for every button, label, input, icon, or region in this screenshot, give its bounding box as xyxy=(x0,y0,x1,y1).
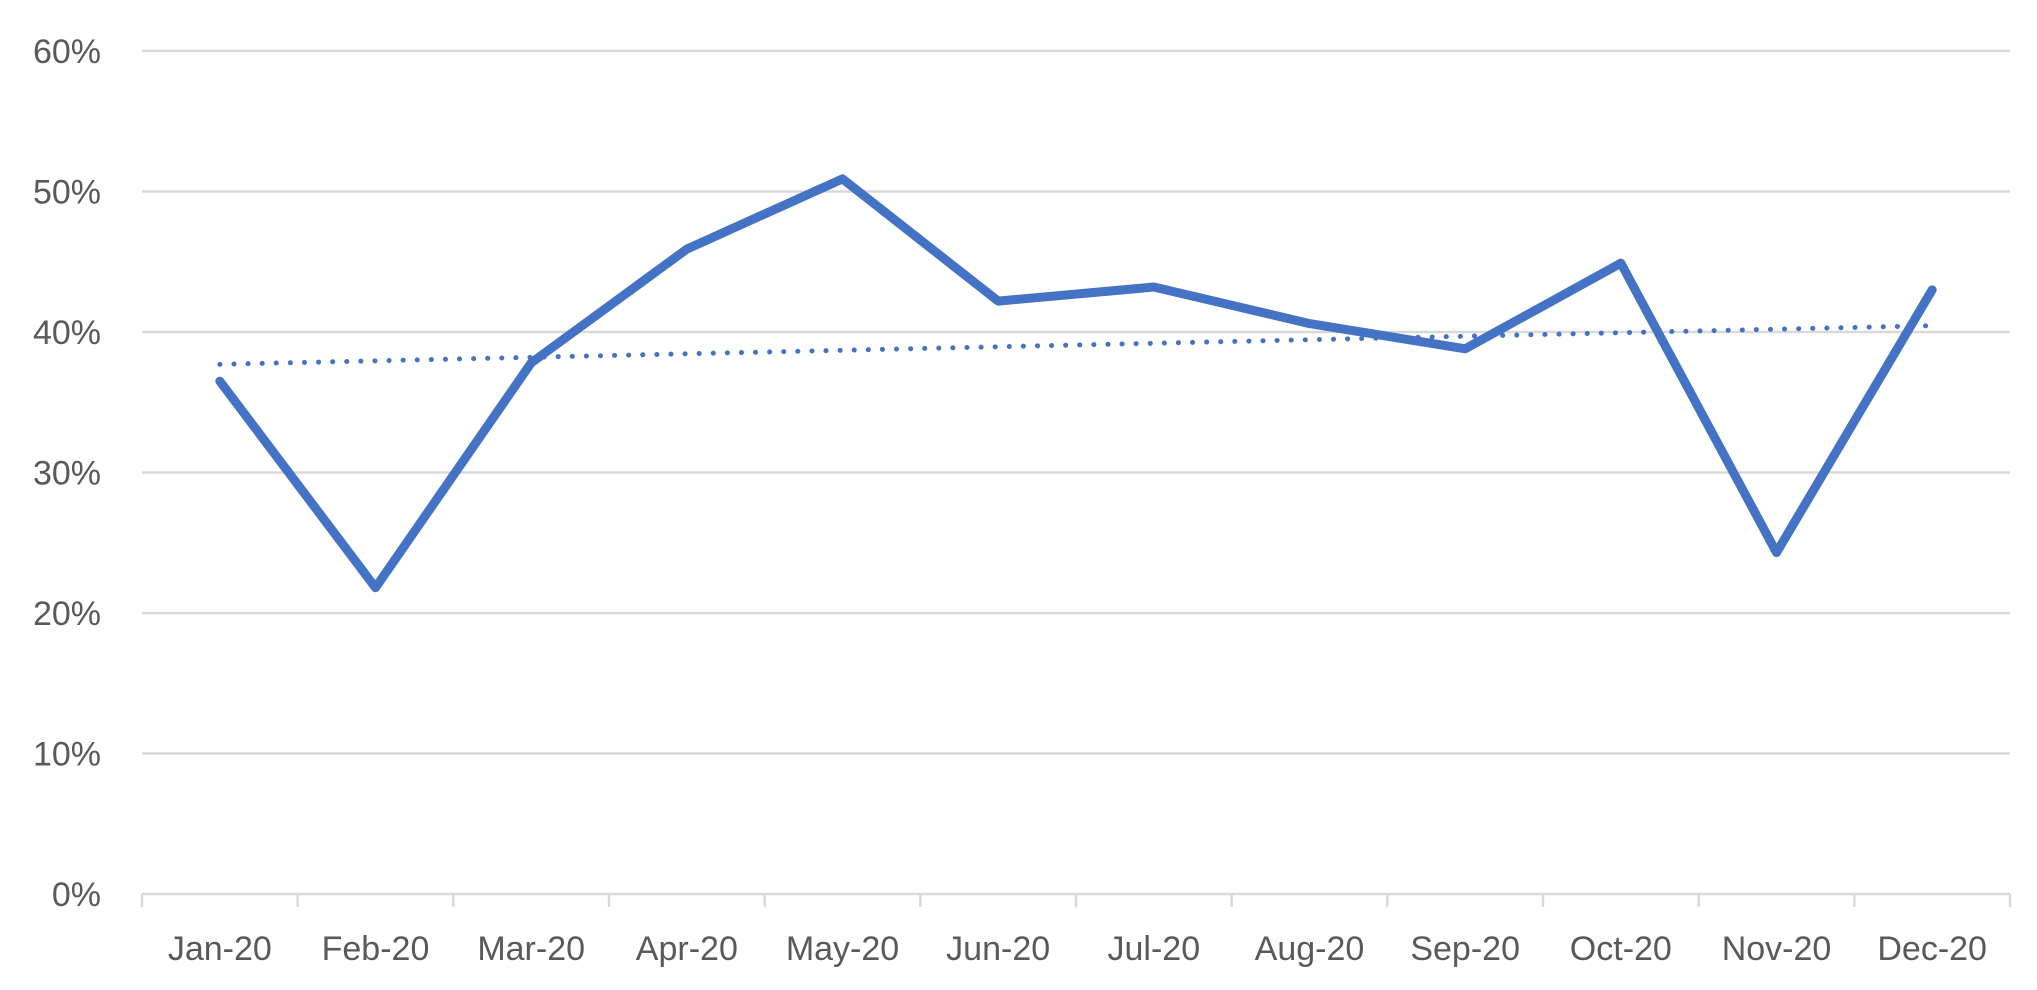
y-tick-label: 50% xyxy=(33,174,101,212)
y-tick-label: 20% xyxy=(33,595,101,633)
y-tick-label: 30% xyxy=(33,455,101,493)
x-axis-tick-labels: Jan-20 Feb-20 Mar-20 Apr-20 May-20 Jun-20 Jul-… xyxy=(168,930,1987,968)
gridlines xyxy=(142,49,2010,755)
y-tick-label: 10% xyxy=(33,736,101,774)
x-tick-label: Oct-20 xyxy=(1570,930,1672,968)
x-tick-label: Jan-20 xyxy=(168,930,272,968)
series-line xyxy=(215,174,1937,593)
x-tick-label: Apr-20 xyxy=(636,930,738,968)
series xyxy=(215,174,1937,593)
x-tick-label: Jul-20 xyxy=(1108,930,1201,968)
x-tick-label: Nov-20 xyxy=(1722,930,1832,968)
x-tick-label: Mar-20 xyxy=(477,930,585,968)
y-axis-tick-labels: 0% 10% 20% 30% 40% 50% 60% xyxy=(33,33,101,914)
y-tick-label: 60% xyxy=(33,33,101,71)
x-tick-label: Aug-20 xyxy=(1255,930,1365,968)
x-tick-label: May-20 xyxy=(786,930,899,968)
x-axis xyxy=(140,892,2012,907)
x-tick-label: Dec-20 xyxy=(1877,930,1987,968)
y-tick-label: 40% xyxy=(33,314,101,352)
x-tick-label: Sep-20 xyxy=(1410,930,1520,968)
y-tick-label: 0% xyxy=(52,876,101,914)
x-tick-label: Jun-20 xyxy=(946,930,1050,968)
x-tick-label: Feb-20 xyxy=(322,930,430,968)
